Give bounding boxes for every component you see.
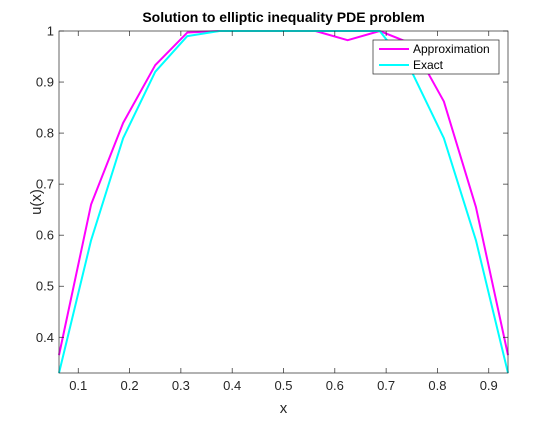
- x-tick-label: 0.4: [223, 378, 241, 393]
- y-tick-label: 0.7: [36, 177, 54, 192]
- x-tick-label: 0.1: [69, 378, 87, 393]
- x-tick-label: 0.2: [121, 378, 139, 393]
- x-ticks: 0.1 0.2 0.3 0.4 0.5 0.6 0.7 0.8 0.9: [69, 31, 498, 393]
- y-tick-label: 1: [47, 24, 54, 39]
- legend: Approximation Exact: [372, 39, 500, 75]
- y-ticks: 0.4 0.5 0.6 0.7 0.8 0.9 1: [36, 24, 508, 345]
- y-tick-label: 0.5: [36, 279, 54, 294]
- y-axis-label: u(x): [28, 189, 45, 215]
- y-tick-label: 0.4: [36, 330, 54, 345]
- x-axis-label: x: [280, 400, 288, 417]
- legend-label-exact: Exact: [413, 58, 444, 72]
- y-tick-label: 0.8: [36, 126, 54, 141]
- x-tick-label: 0.6: [326, 378, 344, 393]
- x-tick-label: 0.3: [172, 378, 190, 393]
- plot-area: [59, 31, 508, 373]
- x-tick-label: 0.9: [480, 378, 498, 393]
- chart-title: Solution to elliptic inequality PDE prob…: [142, 9, 424, 25]
- legend-box: [372, 39, 500, 75]
- x-tick-label: 0.8: [428, 378, 446, 393]
- x-tick-label: 0.5: [274, 378, 292, 393]
- legend-label-approximation: Approximation: [413, 42, 490, 56]
- y-tick-label: 0.6: [36, 228, 54, 243]
- x-tick-label: 0.7: [377, 378, 395, 393]
- y-tick-label: 0.9: [36, 75, 54, 90]
